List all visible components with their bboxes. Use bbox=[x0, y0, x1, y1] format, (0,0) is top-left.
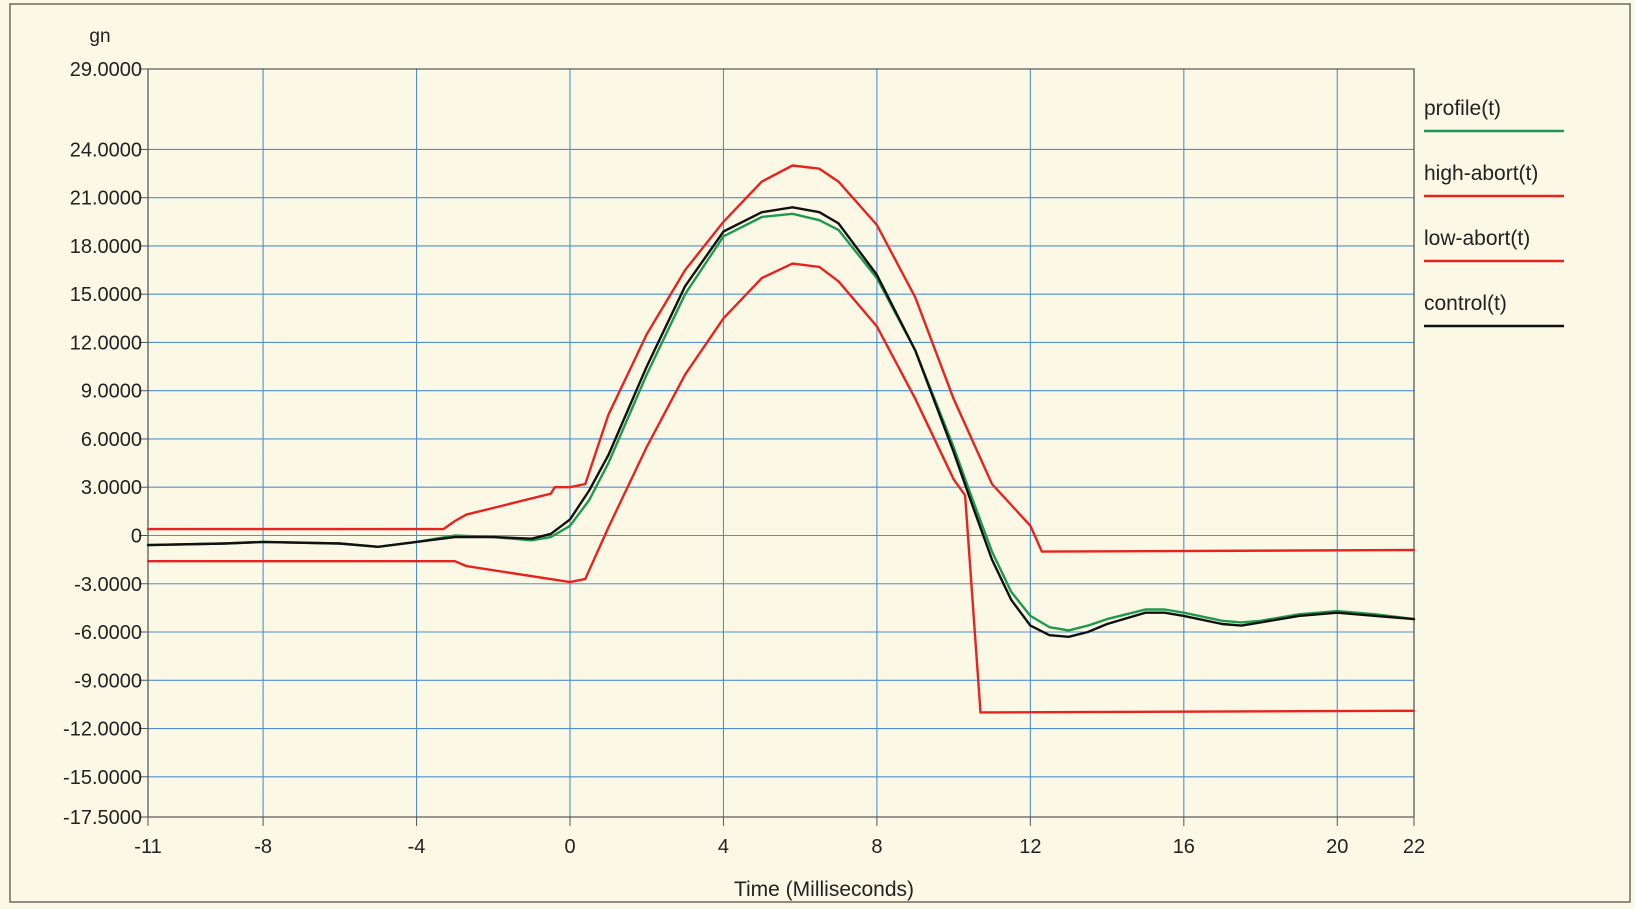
x-tick-label: 16 bbox=[1173, 836, 1195, 858]
x-tick-label: 20 bbox=[1326, 836, 1348, 858]
y-tick-label: -12.0000 bbox=[63, 719, 142, 741]
y-tick-label: 24.0000 bbox=[70, 139, 142, 161]
legend-label-control: control(t) bbox=[1424, 292, 1507, 315]
x-axis-label: Time (Milliseconds) bbox=[734, 878, 914, 901]
y-tick-label: 9.0000 bbox=[81, 381, 142, 403]
y-tick-label: -3.0000 bbox=[74, 574, 142, 596]
y-tick-label: 21.0000 bbox=[70, 188, 142, 210]
chart-frame bbox=[9, 3, 1631, 903]
x-tick-label: 12 bbox=[1019, 836, 1041, 858]
x-tick-label: -4 bbox=[408, 836, 426, 858]
x-tick-label: 8 bbox=[871, 836, 882, 858]
y-tick-label: 12.0000 bbox=[70, 332, 142, 354]
legend-label-high-abort: high-abort(t) bbox=[1424, 162, 1538, 185]
x-tick-label: -8 bbox=[254, 836, 272, 858]
y-tick-label: -6.0000 bbox=[74, 622, 142, 644]
series-line-low-abort bbox=[146, 262, 1416, 714]
x-axis: -11 -8 -4 0 4 8 12 16 20 22 bbox=[134, 817, 1425, 858]
y-tick-label: -9.0000 bbox=[74, 670, 142, 692]
x-tick-label: -11 bbox=[134, 836, 161, 858]
y-tick-label: 0 bbox=[131, 525, 142, 547]
legend-label-profile: profile(t) bbox=[1424, 97, 1501, 120]
y-tick-label: -17.5000 bbox=[63, 807, 142, 829]
series-line-high-abort bbox=[146, 164, 1416, 553]
legend-label-low-abort: low-abort(t) bbox=[1424, 227, 1530, 250]
series-line-profile bbox=[146, 212, 1416, 632]
y-tick-label: 29.0000 bbox=[70, 59, 142, 81]
plot-border bbox=[147, 68, 1415, 818]
y-tick-label: 3.0000 bbox=[81, 477, 142, 499]
x-tick-label: 22 bbox=[1403, 836, 1425, 858]
grid bbox=[147, 68, 1415, 818]
x-tick-label: 0 bbox=[564, 836, 575, 858]
series-lines bbox=[146, 164, 1416, 714]
series-line-control bbox=[146, 206, 1416, 638]
y-tick-label: 6.0000 bbox=[81, 429, 142, 451]
legend: profile(t) high-abort(t) low-abort(t) contr… bbox=[1424, 97, 1564, 328]
y-tick-label: 15.0000 bbox=[70, 284, 142, 306]
y-tick-label: 18.0000 bbox=[70, 236, 142, 258]
y-tick-label: -15.0000 bbox=[63, 767, 142, 789]
y-axis-label: gn bbox=[89, 26, 110, 47]
x-tick-label: 4 bbox=[718, 836, 729, 858]
y-axis: 29.0000 24.0000 21.0000 18.0000 15.0000 12.00… bbox=[63, 59, 148, 829]
